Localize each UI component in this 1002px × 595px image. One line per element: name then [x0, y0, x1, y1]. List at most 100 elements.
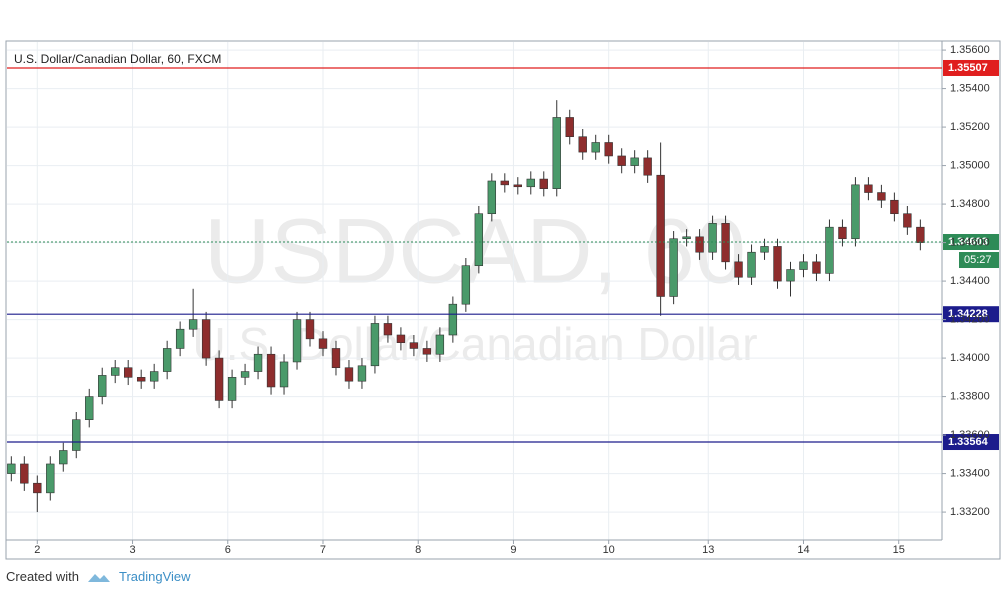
y-tick-label: 1.33600	[950, 429, 990, 441]
watermark-name: U.S. Dollar/Canadian Dollar	[192, 318, 757, 370]
candle-body	[513, 184, 522, 188]
candle-body	[526, 178, 535, 188]
candle-body	[396, 334, 406, 343]
candle-body	[305, 319, 315, 340]
candle-body	[7, 463, 16, 474]
candle-body	[799, 261, 808, 270]
last-price-tag	[943, 234, 999, 251]
candle-body	[773, 246, 782, 282]
candle-body	[124, 367, 133, 378]
candle-body	[422, 348, 432, 355]
candle-body	[630, 157, 639, 166]
candle-body	[175, 328, 185, 349]
chart-title: U.S. Dollar/Canadian Dollar, 60, FXCM	[14, 52, 221, 66]
y-tick-label: 1.34200	[950, 313, 990, 325]
candle-body	[578, 136, 587, 153]
candle-body	[500, 180, 509, 186]
candle-body	[838, 226, 847, 240]
candle-body	[370, 323, 380, 367]
level-tag	[943, 306, 999, 323]
candle-body	[591, 142, 600, 153]
grid	[7, 42, 942, 540]
y-tick-label: 1.35200	[950, 121, 990, 133]
x-tick-label: 15	[893, 544, 905, 556]
candle-body	[656, 174, 665, 297]
x-tick-label: 14	[797, 544, 809, 556]
candle-body	[357, 365, 367, 382]
candle-body	[669, 238, 678, 297]
candle-body	[552, 117, 561, 189]
candle-body	[903, 213, 912, 228]
candle-body	[890, 199, 899, 215]
countdown-tag	[959, 252, 999, 269]
candle-body	[760, 246, 769, 253]
candle-body	[162, 348, 172, 372]
brand-link[interactable]: TradingView	[118, 569, 191, 584]
candle-body	[214, 357, 224, 401]
candle-body	[149, 371, 159, 382]
candle-body	[877, 192, 886, 201]
candle-body	[240, 371, 250, 378]
candle-body	[565, 117, 574, 138]
candle-body	[643, 157, 652, 176]
created-with: Created with	[6, 569, 79, 584]
candle-body	[604, 142, 613, 157]
tradingview-logo	[87, 573, 110, 582]
level-label: 1.33564	[948, 436, 989, 448]
candle-body	[461, 265, 471, 305]
candle-body	[201, 319, 211, 359]
y-tick-label: 1.34800	[950, 198, 990, 210]
candle-body	[136, 377, 146, 382]
candle-body	[539, 178, 548, 189]
candle-body	[227, 377, 237, 401]
candle-body	[682, 236, 691, 240]
last-price-label: 1.34603	[948, 236, 988, 248]
x-tick-label: 9	[510, 544, 516, 556]
candle-body	[435, 334, 445, 355]
x-tick-label: 13	[702, 544, 714, 556]
candle-body	[98, 375, 107, 397]
countdown-label: 05:27	[964, 254, 992, 266]
candle-body	[487, 180, 497, 215]
y-tick-label: 1.34000	[950, 352, 990, 364]
x-tick-label: 8	[415, 544, 421, 556]
x-tick-label: 7	[320, 544, 326, 556]
candle-body	[409, 342, 419, 349]
candle-body	[617, 155, 626, 166]
footer: Created with TradingView	[6, 569, 191, 584]
candle-body	[188, 319, 198, 330]
y-tick-label: 1.33400	[950, 467, 990, 479]
candle-body	[59, 450, 68, 465]
candle-body	[46, 463, 55, 494]
level-tag	[943, 434, 999, 451]
candle-body	[111, 367, 120, 376]
candle-body	[695, 236, 704, 253]
y-tick-label: 1.34600	[950, 236, 990, 248]
candle-body	[916, 226, 925, 243]
y-tick-label: 1.35400	[950, 82, 990, 94]
candle-body	[331, 348, 341, 369]
candle-body	[279, 361, 289, 388]
y-tick-label: 1.33200	[950, 506, 990, 518]
candle-body	[825, 226, 834, 274]
y-tick-label: 1.33800	[950, 390, 990, 402]
x-tick-label: 3	[129, 544, 135, 556]
y-tick-label: 1.35600	[950, 44, 990, 56]
candle-body	[708, 223, 717, 253]
candle-body	[85, 396, 94, 420]
candle-body	[864, 184, 873, 193]
chart: USDCAD, 60U.S. Dollar/Canadian Dollar 1.…	[5, 40, 1001, 560]
candle-body	[318, 338, 328, 349]
candle-body	[72, 419, 81, 451]
candle-body	[851, 184, 860, 240]
candle-body	[33, 482, 42, 494]
x-tick-label: 2	[34, 544, 40, 556]
candle-body	[474, 213, 484, 266]
candle-body	[292, 319, 302, 363]
level-label: 1.34228	[948, 308, 988, 320]
candle-body	[812, 261, 821, 274]
candles	[7, 100, 925, 513]
candle-body	[266, 353, 276, 388]
level-tag	[943, 59, 999, 76]
